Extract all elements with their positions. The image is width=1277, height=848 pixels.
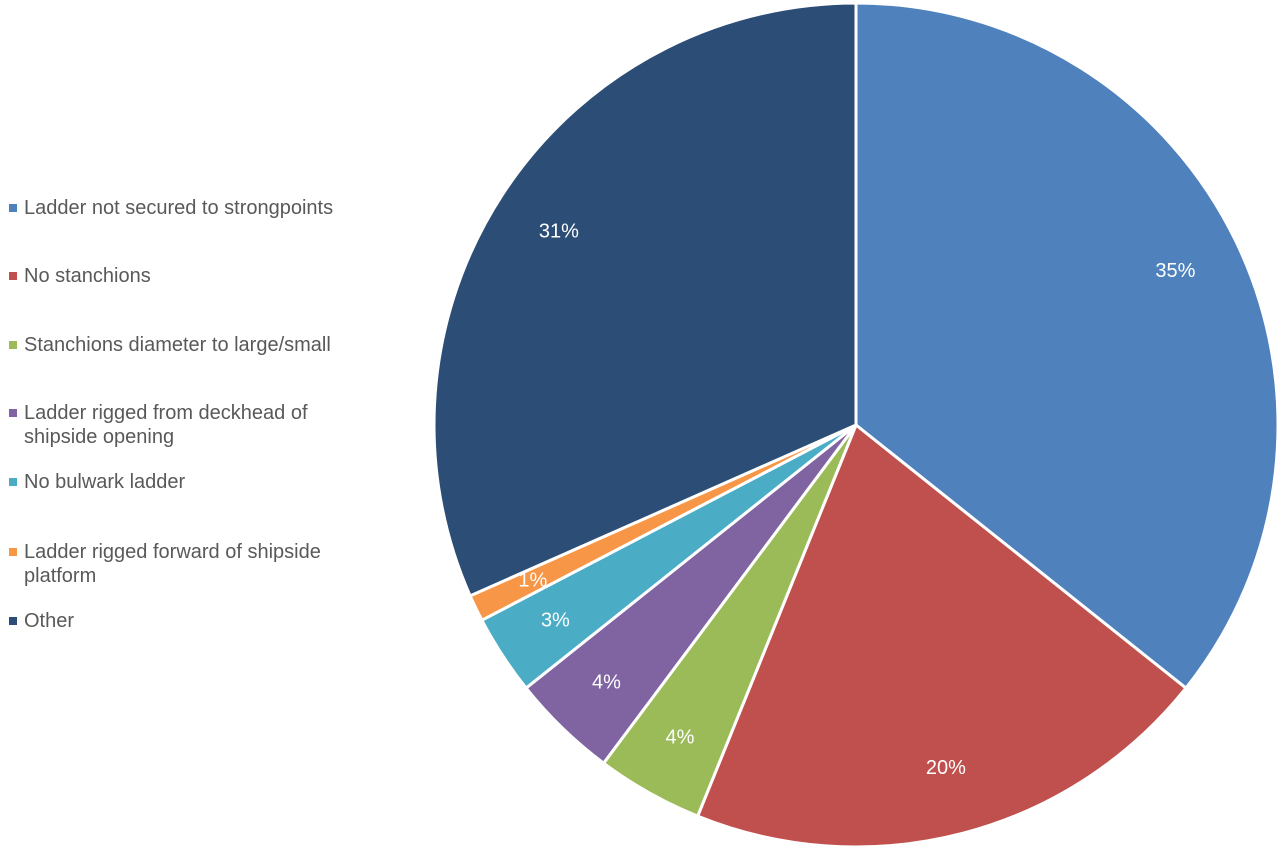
chart-legend: Ladder not secured to strongpoints No st… [9, 0, 409, 848]
data-label: 20% [926, 757, 966, 779]
pie-data-labels: 35% 20% 4% 4% 3% 1% 31% [518, 221, 1195, 779]
legend-label: Ladder rigged from deckhead of shipside … [24, 402, 308, 448]
legend-item: Other [9, 609, 404, 633]
legend-label: Ladder rigged forward of shipside platfo… [24, 541, 321, 587]
legend-label: No stanchions [24, 265, 151, 287]
data-label: 1% [518, 570, 547, 592]
legend-label: Other [24, 610, 75, 632]
legend-item: Ladder rigged from deckhead of shipside … [9, 401, 374, 449]
legend-item: Ladder not secured to strongpoints [9, 196, 404, 220]
data-label: 35% [1155, 260, 1195, 282]
legend-swatch [9, 204, 17, 212]
data-label: 4% [666, 727, 695, 749]
legend-swatch [9, 617, 17, 625]
legend-swatch [9, 478, 17, 486]
legend-label: No bulwark ladder [24, 471, 186, 493]
data-label: 3% [541, 610, 570, 632]
pie-slice [432, 1, 858, 598]
legend-swatch [9, 409, 17, 417]
data-label: 4% [592, 672, 621, 694]
pie-slice [696, 423, 1188, 848]
legend-item: No stanchions [9, 264, 404, 288]
legend-item: Ladder rigged forward of shipside platfo… [9, 540, 384, 588]
pie-slice [854, 1, 1277, 690]
legend-label: Stanchions diameter to large/small [24, 334, 331, 356]
legend-label: Ladder not secured to strongpoints [24, 197, 334, 219]
legend-swatch [9, 548, 17, 556]
legend-item: No bulwark ladder [9, 470, 404, 494]
data-label: 31% [539, 221, 579, 243]
legend-item: Stanchions diameter to large/small [9, 333, 404, 357]
legend-swatch [9, 272, 17, 280]
pie-slices [432, 1, 1277, 848]
legend-swatch [9, 341, 17, 349]
